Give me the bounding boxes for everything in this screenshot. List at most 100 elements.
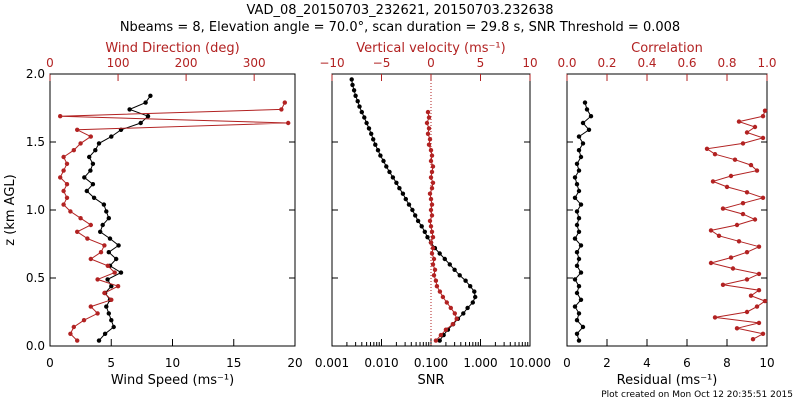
data-point <box>107 236 113 241</box>
data-point <box>430 245 436 251</box>
data-point <box>109 297 114 302</box>
data-point <box>576 148 582 153</box>
y-tick-label: 1.5 <box>26 135 45 149</box>
data-point <box>394 180 399 185</box>
data-point <box>430 180 436 185</box>
data-point <box>572 195 578 200</box>
data-point <box>744 130 750 135</box>
data-point <box>443 327 449 332</box>
data-point <box>68 209 73 214</box>
data-point <box>572 304 578 309</box>
data-point <box>84 188 90 194</box>
data-point <box>578 270 584 275</box>
data-point <box>428 158 434 164</box>
data-point <box>712 152 718 157</box>
data-point <box>744 277 750 282</box>
top-tick-label: 0.4 <box>637 56 656 70</box>
plot-frame <box>49 73 296 347</box>
data-point <box>437 289 443 294</box>
data-point <box>576 284 582 289</box>
data-point <box>102 290 107 296</box>
data-point <box>582 100 588 105</box>
panel-residual: 0 2 4 6 8 10 0.0 0.2 0.4 0.6 0.8 1.0 Correlation Resi… <box>557 41 776 388</box>
data-point <box>369 131 374 136</box>
data-point <box>438 332 444 338</box>
top-tick-label: 1.0 <box>757 56 776 70</box>
data-point <box>375 148 381 153</box>
data-point <box>744 309 750 315</box>
data-point <box>448 305 453 311</box>
data-point <box>102 331 108 336</box>
data-point <box>736 239 742 244</box>
top-tick-label: 10 <box>522 56 537 70</box>
data-point <box>58 175 63 180</box>
series-line <box>59 102 289 341</box>
data-point <box>574 263 580 268</box>
data-point <box>748 293 754 298</box>
data-point <box>454 316 459 321</box>
data-point <box>450 322 455 327</box>
top-tick-label: 5 <box>477 56 485 70</box>
top-tick-label: −5 <box>373 56 391 70</box>
data-point <box>406 202 412 207</box>
data-point <box>279 107 284 112</box>
data-point <box>433 338 439 343</box>
data-point <box>430 235 436 240</box>
data-point <box>81 318 87 323</box>
data-point <box>584 107 590 112</box>
data-point <box>58 114 63 119</box>
data-point <box>390 175 396 180</box>
data-point <box>286 120 291 126</box>
data-point <box>732 157 738 162</box>
data-point <box>734 222 740 228</box>
data-point <box>371 137 376 142</box>
data-point <box>114 256 119 262</box>
data-point <box>426 142 432 147</box>
data-point <box>353 93 358 99</box>
top-tick-label: 0.2 <box>597 56 616 70</box>
data-point <box>61 168 66 173</box>
data-point <box>452 311 457 316</box>
data-point <box>752 124 758 130</box>
data-point <box>429 186 435 191</box>
data-point <box>710 179 716 184</box>
bottom-tick-label: 2 <box>603 356 611 370</box>
y-tick-label: 0.5 <box>26 271 45 285</box>
data-point <box>442 256 447 262</box>
data-point <box>428 175 434 180</box>
data-point <box>465 305 470 311</box>
data-point <box>90 182 96 187</box>
data-point <box>574 161 580 166</box>
data-point <box>138 120 143 126</box>
data-point <box>98 229 103 234</box>
top-tick-label: 0 <box>427 56 435 70</box>
title-line-1: VAD_08_20150703_232621, 20150703.232638 <box>247 3 554 18</box>
data-point <box>282 100 287 105</box>
data-point <box>437 251 442 256</box>
data-point <box>720 282 726 287</box>
data-point <box>115 284 121 289</box>
data-point <box>85 236 90 241</box>
data-point <box>756 288 762 293</box>
series-wind-direction <box>58 100 291 343</box>
data-point <box>720 206 726 211</box>
data-point <box>88 222 94 228</box>
data-point <box>68 331 73 336</box>
series-vertical-velocity <box>424 109 459 343</box>
data-point <box>431 273 437 278</box>
data-point <box>78 141 83 146</box>
data-point <box>350 82 355 88</box>
data-point <box>578 154 584 160</box>
data-point <box>127 107 132 112</box>
y-tick-label: 0.0 <box>26 339 45 353</box>
data-point <box>433 278 439 283</box>
top-tick-label: −10 <box>319 56 344 70</box>
data-point <box>378 153 383 158</box>
data-point <box>349 77 354 82</box>
panel-top-title: Wind Direction (deg) <box>105 41 239 56</box>
data-point <box>574 182 580 187</box>
series-line <box>574 102 592 341</box>
data-point <box>576 311 582 316</box>
